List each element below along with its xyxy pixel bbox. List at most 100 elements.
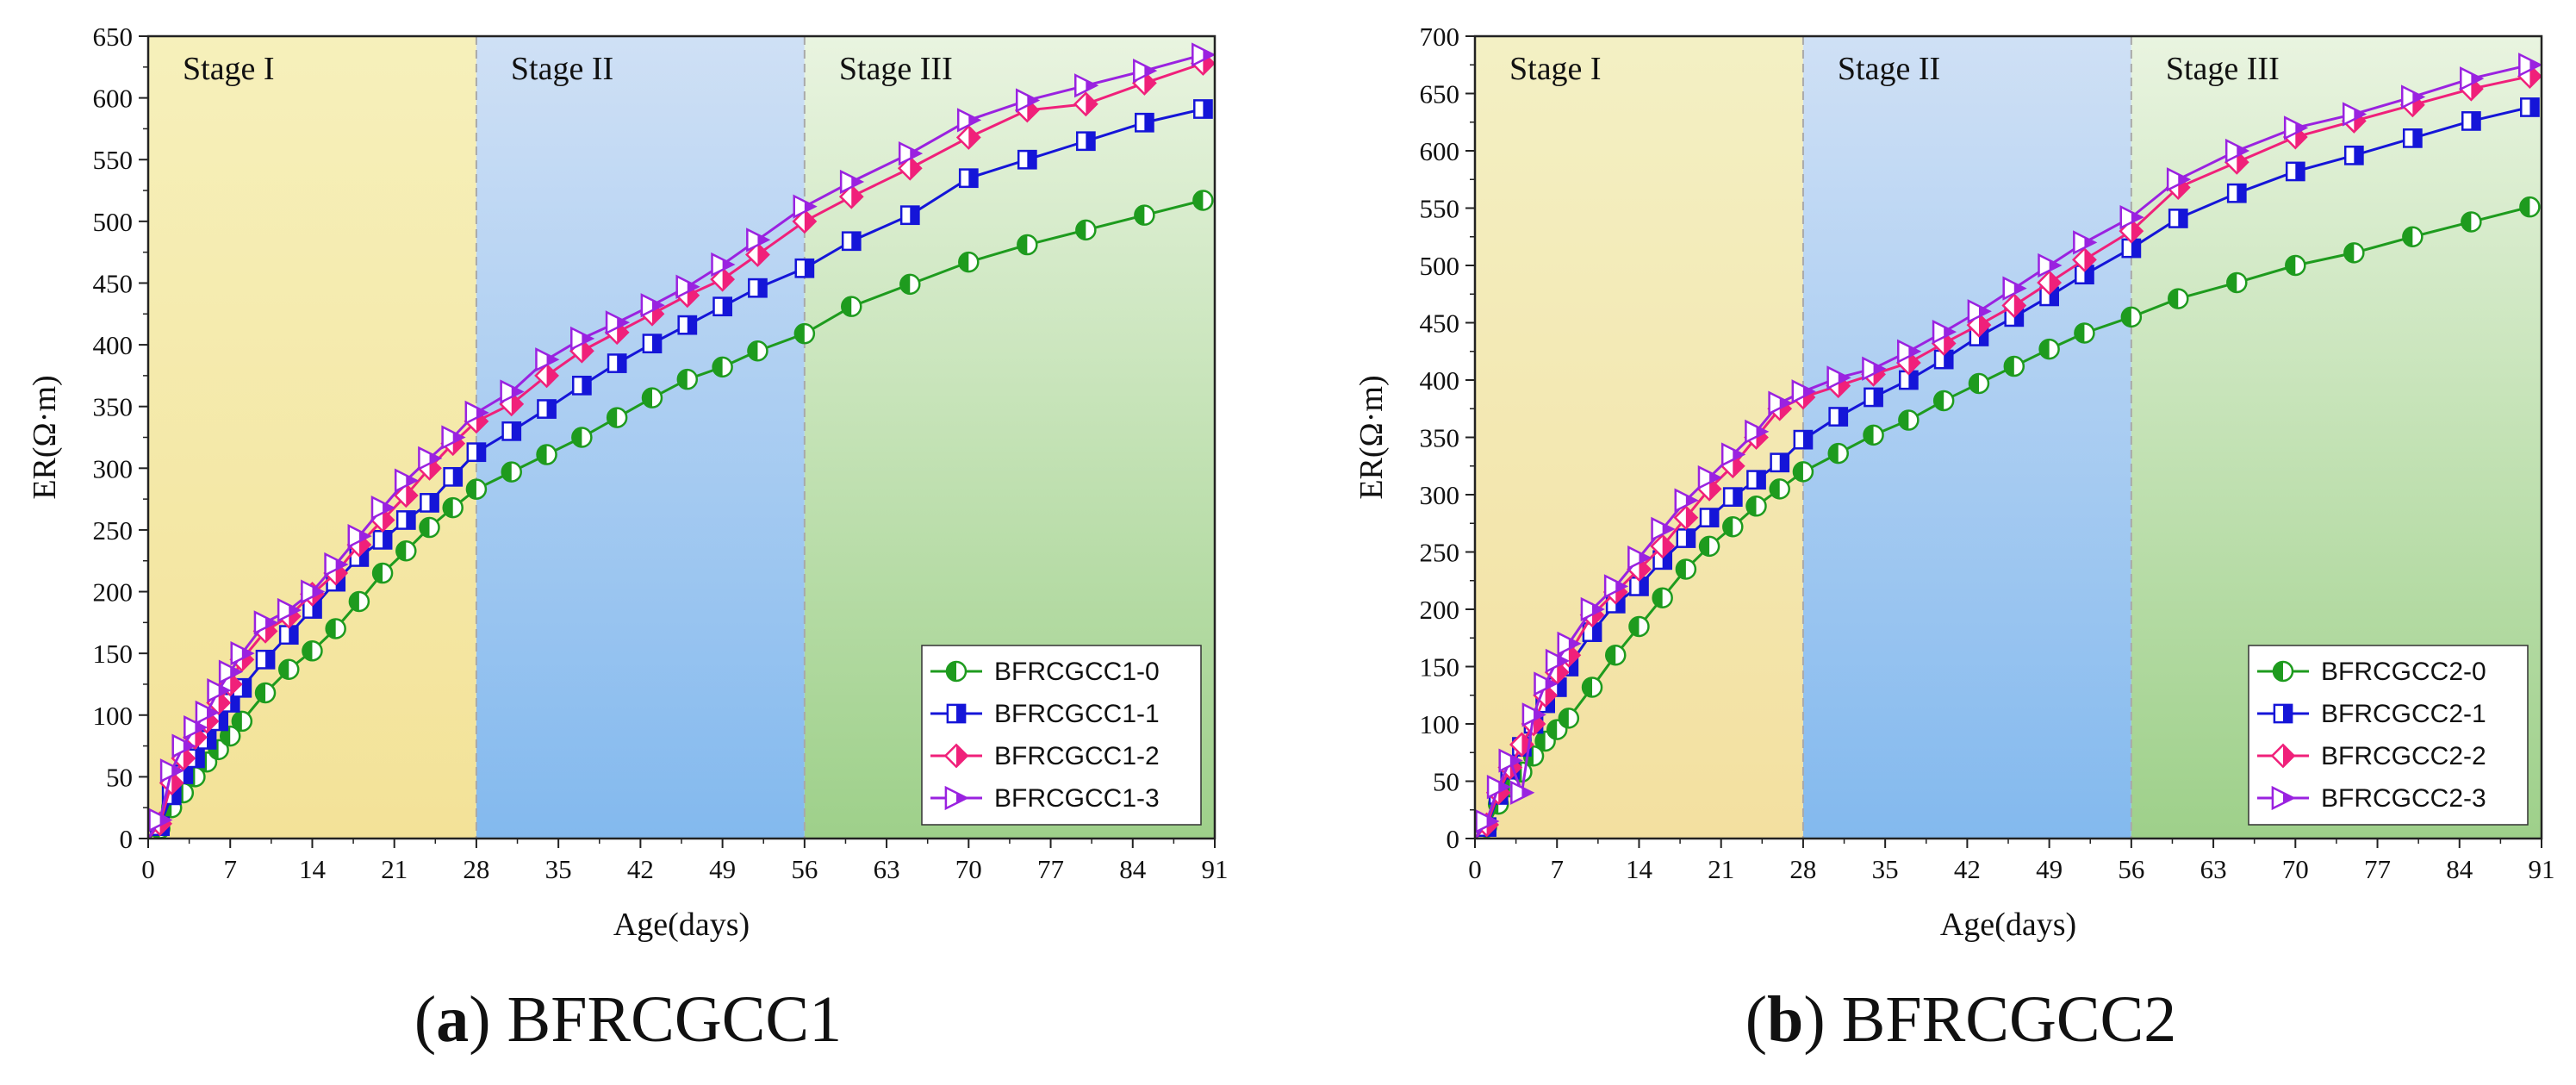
x-tick-label: 0 (1468, 854, 1482, 884)
data-point (465, 478, 488, 500)
data-point (1650, 533, 1676, 559)
data-point (794, 258, 815, 278)
legend: BFRCGCC1-0 BFRCGCC1-1 BFRCGCC1-2 BFRCGCC1-3 (921, 645, 1202, 826)
data-point (955, 125, 981, 150)
y-axis-ticks: 0 50 100 150 200 250 300 350 400 450 500 550 600 650 7… (1420, 22, 1475, 854)
caption-name: BFRCGCC1 (507, 983, 843, 1056)
data-point (1075, 219, 1097, 241)
data-point (1603, 574, 1629, 599)
x-tick-label: 84 (2446, 854, 2473, 884)
data-point (2342, 102, 2368, 127)
data-point (1627, 546, 1652, 571)
data-point (2038, 253, 2063, 278)
stage-labels: Stage I Stage II Stage III (183, 51, 953, 87)
data-point (255, 649, 276, 670)
data-point (230, 641, 255, 666)
data-point (838, 184, 864, 209)
y-tick-label: 400 (1420, 365, 1460, 396)
legend-label: BFRCGCC1-1 (994, 700, 1160, 728)
data-point (184, 714, 208, 740)
data-point (1697, 465, 1722, 490)
data-point (277, 597, 302, 623)
data-point (2120, 306, 2143, 328)
y-tick-label: 200 (1420, 595, 1460, 625)
data-point (746, 228, 771, 253)
data-point (2003, 355, 2025, 377)
data-point (1475, 808, 1500, 834)
data-point (2285, 161, 2305, 182)
data-point (1557, 631, 1582, 657)
data-point (571, 375, 592, 396)
data-point (1792, 461, 1814, 483)
data-point (1628, 615, 1650, 638)
y-tick-label: 150 (93, 639, 134, 669)
legend-marker (2272, 660, 2294, 683)
data-point (372, 530, 393, 550)
data-point (536, 444, 557, 465)
data-point (2402, 128, 2423, 148)
data-point (605, 310, 631, 335)
x-tick-label: 49 (709, 854, 736, 884)
data-point (1581, 677, 1603, 698)
data-point (1745, 496, 1767, 517)
data-point (501, 461, 522, 483)
x-tick-label: 63 (2200, 854, 2227, 884)
stage-label-2: Stage II (1838, 51, 1940, 87)
legend-label: BFRCGCC2-3 (2321, 784, 2486, 813)
data-point (571, 427, 593, 448)
x-axis-ticks: 0 7 14 21 28 35 42 49 56 63 70 77 84 91 (1468, 839, 2555, 884)
data-point (1828, 407, 1849, 427)
data-point (420, 493, 439, 513)
legend-box (921, 645, 1202, 826)
x-tick-label: 63 (874, 854, 900, 884)
legend-entry: BFRCGCC1-3 (930, 784, 1160, 813)
data-point (1864, 387, 1883, 408)
caption-name: BFRCGCC2 (1842, 983, 2177, 1056)
data-point (2343, 242, 2365, 264)
caption-letter: b (1767, 983, 1803, 1056)
data-point (1769, 478, 1790, 500)
data-point (2401, 84, 2426, 109)
data-point (466, 442, 487, 463)
data-point (1863, 424, 1884, 446)
x-tick-label: 14 (299, 854, 327, 884)
y-tick-label: 150 (1420, 652, 1460, 683)
data-point (2168, 209, 2188, 228)
data-point (793, 322, 816, 345)
y-tick-label: 550 (1420, 194, 1460, 224)
y-tick-label: 700 (1420, 22, 1460, 52)
data-point (537, 399, 557, 419)
data-point (1521, 702, 1546, 727)
stage-region-2 (1802, 36, 2131, 839)
legend-marker (946, 703, 967, 724)
data-point (2283, 115, 2309, 140)
data-point (1862, 356, 1887, 381)
data-point (1722, 515, 1744, 538)
data-point (207, 678, 232, 703)
data-point (1967, 299, 1992, 324)
x-tick-label: 7 (223, 854, 237, 884)
data-point (348, 590, 370, 613)
y-tick-label: 300 (1420, 480, 1460, 510)
data-point (1486, 775, 1512, 800)
legend-marker (944, 785, 969, 811)
legend-entry: BFRCGCC1-0 (930, 658, 1160, 686)
x-tick-label: 70 (955, 854, 982, 884)
y-tick-label: 0 (120, 824, 134, 854)
data-point (2224, 138, 2250, 164)
y-tick-label: 50 (1433, 767, 1459, 797)
y-tick-label: 100 (93, 701, 134, 731)
y-axis-ticks: 0 50 100 150 200 250 300 350 400 450 500 550 600 650 (93, 22, 148, 854)
legend-label: BFRCGCC2-2 (2321, 742, 2486, 770)
y-axis-title: ER(Ω·m) (1353, 375, 1390, 499)
stage-label-1: Stage I (183, 51, 275, 87)
data-point (2072, 246, 2097, 272)
data-point (171, 733, 196, 758)
legend-label: BFRCGCC2-1 (2321, 700, 2486, 728)
data-point (1015, 88, 1041, 113)
series-BFRCGCC1-3 (146, 42, 1216, 839)
x-tick-label: 0 (141, 854, 155, 884)
data-point (1827, 442, 1849, 465)
x-tick-label: 70 (2282, 854, 2309, 884)
data-point (1698, 535, 1720, 558)
